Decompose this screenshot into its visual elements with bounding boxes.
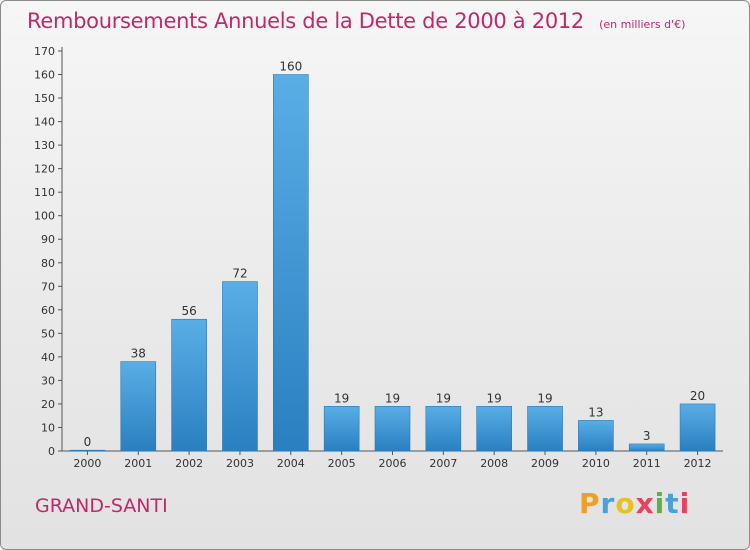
x-tick-label: 2009	[531, 457, 559, 470]
axes: 0102030405060708090100110120130140150160…	[34, 45, 723, 470]
y-tick-label: 110	[34, 186, 55, 199]
y-tick-label: 90	[41, 233, 55, 246]
y-tick-label: 150	[34, 92, 55, 105]
title-row: Remboursements Annuels de la Dette de 20…	[27, 9, 685, 33]
y-tick-label: 140	[34, 116, 55, 129]
bar-2001	[120, 361, 157, 452]
proxiti-logo: Proxiti	[579, 487, 691, 520]
x-tick-label: 2012	[684, 457, 712, 470]
x-tick-label: 2011	[633, 457, 661, 470]
bar-2002	[171, 318, 207, 452]
bar-value-label: 19	[334, 391, 349, 405]
x-tick-label: 2008	[480, 457, 508, 470]
y-tick-label: 50	[41, 327, 55, 340]
x-tick-label: 2007	[429, 457, 457, 470]
y-tick-label: 120	[34, 163, 55, 176]
x-tick-label: 2001	[124, 457, 152, 470]
y-tick-label: 130	[34, 139, 55, 152]
x-tick-label: 2000	[73, 457, 101, 470]
y-tick-label: 10	[41, 421, 55, 434]
bar-2011	[628, 443, 665, 452]
bar-2006	[374, 405, 411, 452]
y-tick-label: 60	[41, 304, 55, 317]
y-tick-label: 0	[48, 445, 55, 458]
bar-2010	[578, 420, 614, 452]
x-tick-label: 2004	[277, 457, 305, 470]
bar-value-label: 13	[588, 405, 603, 419]
x-tick-label: 2003	[226, 457, 254, 470]
y-tick-label: 40	[41, 351, 55, 364]
x-tick-label: 2006	[379, 457, 407, 470]
bar-2004	[273, 74, 309, 452]
y-tick-label: 100	[34, 210, 55, 223]
y-tick-label: 170	[34, 45, 55, 58]
place-name: GRAND-SANTI	[35, 495, 168, 517]
bar-value-label: 72	[232, 267, 247, 281]
bar-value-label: 19	[537, 391, 552, 405]
y-tick-label: 20	[41, 398, 55, 411]
y-tick-label: 80	[41, 257, 55, 270]
y-tick-label: 160	[34, 69, 55, 82]
bar-2003	[222, 281, 258, 452]
bar-value-label: 19	[385, 391, 400, 405]
bar-value-label: 3	[643, 429, 651, 443]
y-tick-label: 70	[41, 280, 55, 293]
bar-value-label: 20	[690, 389, 705, 403]
bar-value-label: 0	[84, 435, 92, 449]
bar-2008	[476, 405, 512, 452]
bar-2012	[679, 403, 716, 452]
chart-title: Remboursements Annuels de la Dette de 20…	[27, 9, 584, 33]
y-tick-label: 30	[41, 374, 55, 387]
bar-value-label: 19	[487, 391, 502, 405]
bar-value-label: 38	[131, 347, 146, 361]
bar-value-label: 56	[181, 304, 196, 318]
bar-2005	[323, 405, 360, 452]
chart-subtitle: (en milliers d'€)	[599, 18, 686, 31]
x-tick-label: 2005	[328, 457, 356, 470]
bars	[69, 74, 716, 452]
x-tick-label: 2002	[175, 457, 203, 470]
x-tick-label: 2010	[582, 457, 610, 470]
bar-value-label: 160	[279, 60, 302, 74]
bar-2000	[69, 449, 106, 452]
bar-2009	[527, 405, 563, 452]
value-labels: 0 38 56 72 160 19 19 19 19 19 13 3 20	[84, 60, 706, 450]
bar-2007	[425, 405, 462, 452]
bar-value-label: 19	[436, 391, 451, 405]
